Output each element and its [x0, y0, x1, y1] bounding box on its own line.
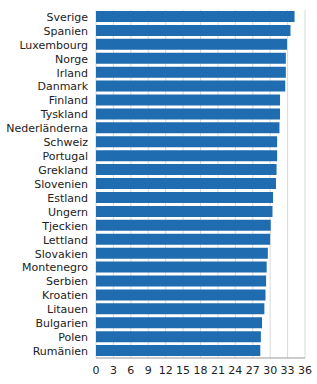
svg-text:Tjeckien: Tjeckien: [41, 220, 88, 233]
svg-text:Tyskland: Tyskland: [40, 108, 88, 121]
svg-text:Ungern: Ungern: [48, 206, 88, 219]
svg-text:36: 36: [298, 364, 309, 377]
svg-text:21: 21: [211, 364, 225, 377]
svg-text:Rumänien: Rumänien: [33, 345, 88, 358]
svg-text:Norge: Norge: [55, 53, 88, 66]
svg-text:Irland: Irland: [56, 67, 88, 80]
svg-text:12: 12: [159, 364, 173, 377]
svg-text:Portugal: Portugal: [42, 150, 88, 163]
svg-text:6: 6: [127, 364, 134, 377]
svg-text:Schweiz: Schweiz: [43, 136, 88, 149]
svg-text:Montenegro: Montenegro: [22, 261, 88, 274]
svg-text:18: 18: [194, 364, 208, 377]
svg-text:Luxembourg: Luxembourg: [19, 39, 88, 52]
svg-text:9: 9: [145, 364, 152, 377]
svg-text:Litauen: Litauen: [47, 303, 88, 316]
svg-text:Lettland: Lettland: [43, 234, 88, 247]
svg-text:Estland: Estland: [47, 192, 88, 205]
svg-text:24: 24: [228, 364, 242, 377]
svg-text:Danmark: Danmark: [37, 80, 88, 93]
svg-text:Kroatien: Kroatien: [42, 289, 88, 302]
svg-text:Bulgarien: Bulgarien: [35, 317, 88, 330]
svg-text:Nederländerna: Nederländerna: [8, 122, 88, 135]
svg-text:27: 27: [246, 364, 260, 377]
svg-text:0: 0: [93, 364, 100, 377]
svg-text:Sverige: Sverige: [46, 11, 88, 24]
svg-text:33: 33: [281, 364, 295, 377]
svg-text:3: 3: [110, 364, 117, 377]
svg-text:Polen: Polen: [58, 331, 88, 344]
svg-text:Slovenien: Slovenien: [34, 178, 88, 191]
svg-text:Finland: Finland: [49, 94, 88, 107]
svg-text:Spanien: Spanien: [44, 25, 89, 38]
svg-text:Slovakien: Slovakien: [35, 248, 88, 261]
svg-text:Serbien: Serbien: [46, 275, 88, 288]
svg-text:30: 30: [263, 364, 277, 377]
svg-text:15: 15: [176, 364, 190, 377]
svg-text:Grekland: Grekland: [38, 164, 88, 177]
